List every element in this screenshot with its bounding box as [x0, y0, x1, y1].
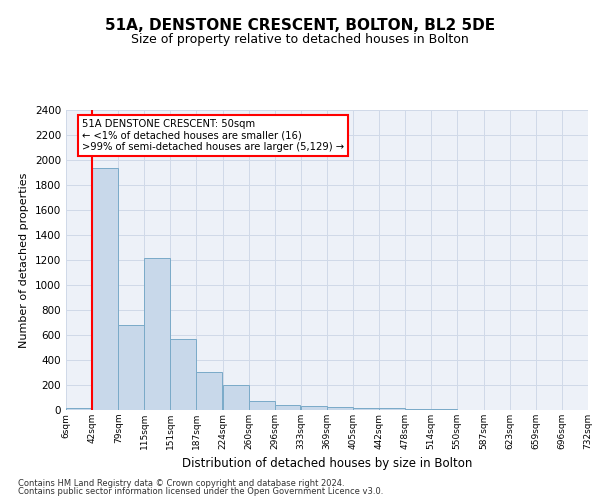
- Bar: [379, 408, 406, 410]
- Bar: [406, 409, 431, 410]
- X-axis label: Distribution of detached houses by size in Bolton: Distribution of detached houses by size …: [182, 458, 472, 470]
- Bar: [275, 405, 301, 410]
- Bar: [327, 407, 353, 410]
- Text: Contains public sector information licensed under the Open Government Licence v3: Contains public sector information licen…: [18, 487, 383, 496]
- Bar: [170, 339, 196, 410]
- Text: Contains HM Land Registry data © Crown copyright and database right 2024.: Contains HM Land Registry data © Crown c…: [18, 478, 344, 488]
- Bar: [92, 168, 118, 410]
- Text: 51A, DENSTONE CRESCENT, BOLTON, BL2 5DE: 51A, DENSTONE CRESCENT, BOLTON, BL2 5DE: [105, 18, 495, 32]
- Bar: [145, 258, 170, 410]
- Bar: [66, 408, 92, 410]
- Bar: [248, 400, 275, 410]
- Bar: [196, 372, 222, 410]
- Y-axis label: Number of detached properties: Number of detached properties: [19, 172, 29, 348]
- Bar: [353, 408, 379, 410]
- Text: 51A DENSTONE CRESCENT: 50sqm
← <1% of detached houses are smaller (16)
>99% of s: 51A DENSTONE CRESCENT: 50sqm ← <1% of de…: [82, 119, 344, 152]
- Bar: [118, 325, 145, 410]
- Bar: [223, 385, 248, 410]
- Text: Size of property relative to detached houses in Bolton: Size of property relative to detached ho…: [131, 32, 469, 46]
- Bar: [301, 406, 327, 410]
